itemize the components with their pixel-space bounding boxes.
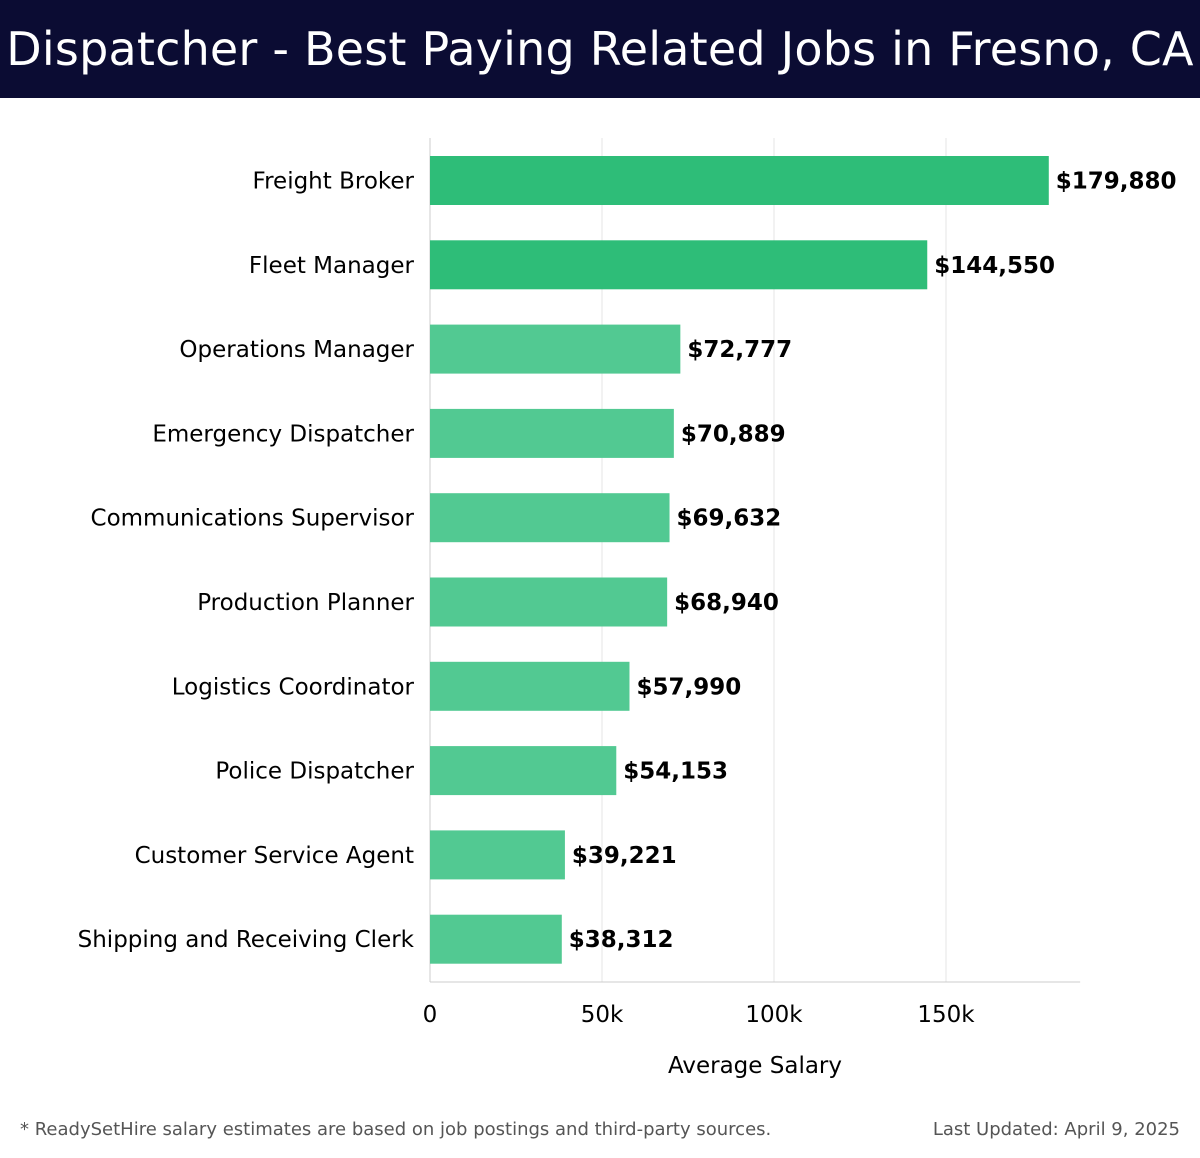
value-label: $179,880 — [1056, 169, 1177, 195]
footer-note: * ReadySetHire salary estimates are base… — [20, 1119, 772, 1140]
x-tick-label: 150k — [917, 1002, 975, 1028]
bar — [430, 240, 928, 290]
x-tick-label: 100k — [745, 1002, 803, 1028]
value-label: $70,889 — [681, 421, 786, 447]
bar — [430, 577, 668, 627]
category-label: Operations Manager — [179, 337, 414, 363]
chart-header: Dispatcher - Best Paying Related Jobs in… — [0, 0, 1200, 98]
value-label: $68,940 — [674, 590, 779, 616]
category-label: Production Planner — [197, 590, 414, 616]
category-label: Fleet Manager — [249, 253, 415, 279]
value-label: $38,312 — [569, 927, 674, 953]
last-updated: Last Updated: April 9, 2025 — [932, 1119, 1180, 1140]
bar — [430, 746, 617, 796]
category-label: Freight Broker — [253, 169, 415, 195]
category-label: Police Dispatcher — [215, 759, 414, 785]
bar — [430, 493, 670, 543]
bar — [430, 661, 630, 711]
category-label: Shipping and Receiving Clerk — [78, 927, 415, 953]
x-tick-label: 50k — [581, 1002, 624, 1028]
x-tick-label: 0 — [423, 1002, 438, 1028]
category-label: Logistics Coordinator — [172, 674, 415, 700]
value-label: $54,153 — [623, 759, 728, 785]
value-label: $69,632 — [677, 506, 782, 532]
value-label: $39,221 — [572, 843, 677, 869]
bar — [430, 830, 565, 880]
value-label: $57,990 — [636, 674, 741, 700]
bar — [430, 914, 562, 964]
category-label: Emergency Dispatcher — [152, 421, 414, 447]
value-label: $144,550 — [934, 253, 1055, 279]
bar — [430, 408, 674, 458]
category-label: Customer Service Agent — [135, 843, 414, 869]
bar — [430, 324, 681, 374]
category-label: Communications Supervisor — [91, 506, 415, 532]
salary-bar-chart: Freight Broker $179,880 Fleet Manager $144,… — [78, 138, 1177, 1079]
chart-title: Dispatcher - Best Paying Related Jobs in… — [6, 22, 1194, 76]
bar — [430, 156, 1049, 205]
x-axis-label: Average Salary — [668, 1053, 842, 1079]
value-label: $72,777 — [687, 337, 792, 363]
